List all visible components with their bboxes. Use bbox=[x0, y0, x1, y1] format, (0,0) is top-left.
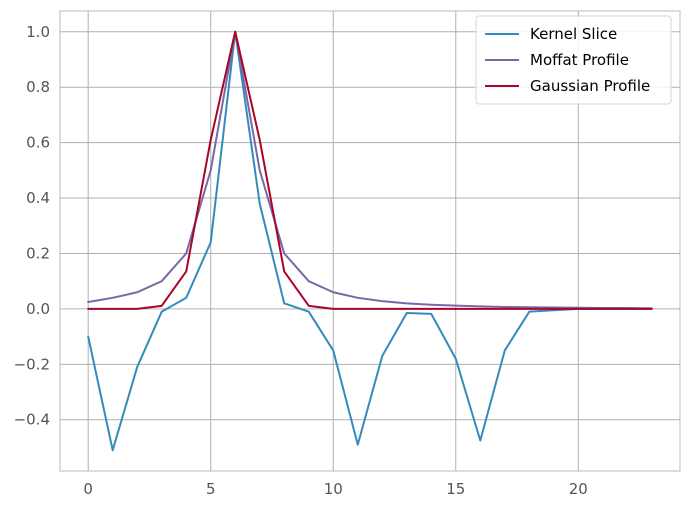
y-tick-label: −0.2 bbox=[14, 355, 50, 373]
x-tick-label: 20 bbox=[569, 480, 588, 498]
y-tick-label: 0.6 bbox=[26, 134, 50, 152]
x-tick-label: 10 bbox=[324, 480, 343, 498]
y-tick-label: 0.8 bbox=[26, 78, 50, 96]
x-axis-tick-labels: 0 5 10 15 20 bbox=[83, 480, 587, 498]
legend-label: Kernel Slice bbox=[530, 25, 617, 43]
series-lines bbox=[87, 30, 653, 452]
y-tick-label: 0.0 bbox=[26, 300, 50, 318]
y-tick-label: 0.4 bbox=[26, 189, 50, 207]
y-axis-tick-labels: −0.4 −0.2 0.0 0.2 0.4 0.6 0.8 1.0 bbox=[14, 23, 50, 429]
legend-box bbox=[475, 15, 672, 105]
legend-label: Moffat Profile bbox=[530, 51, 629, 69]
y-tick-label: 0.2 bbox=[26, 244, 50, 262]
y-tick-label: 1.0 bbox=[26, 23, 50, 41]
x-tick-label: 15 bbox=[446, 480, 465, 498]
legend-label: Gaussian Profile bbox=[530, 77, 650, 95]
series-line-gaussian-profile bbox=[87, 30, 653, 310]
plot-frame bbox=[59, 10, 681, 472]
series-line-moffat-profile bbox=[87, 30, 653, 310]
y-tick-label: −0.4 bbox=[14, 411, 50, 429]
legend: Kernel Slice Moffat Profile Gaussian Profi… bbox=[475, 15, 672, 105]
series-line-kernel-slice bbox=[87, 30, 653, 452]
x-tick-label: 0 bbox=[83, 480, 93, 498]
x-tick-label: 5 bbox=[206, 480, 216, 498]
